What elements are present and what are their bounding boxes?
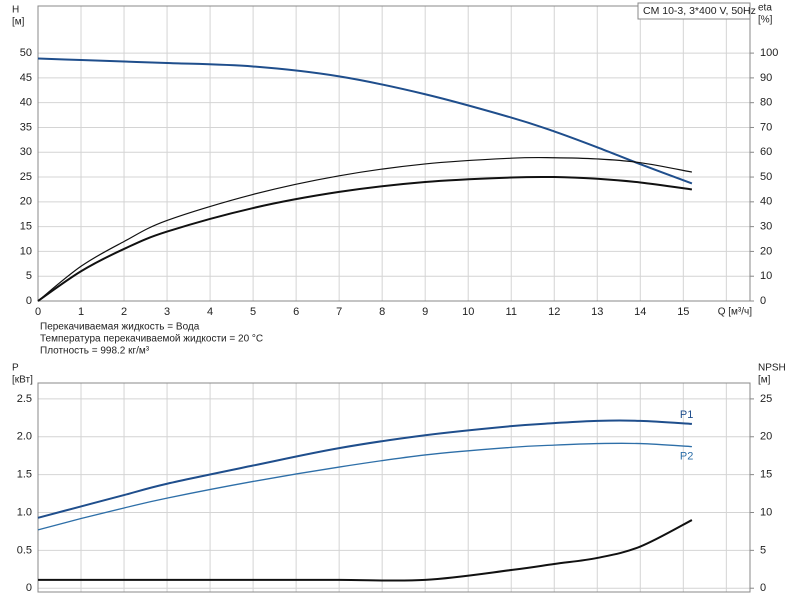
y2-tick-label: 0: [760, 582, 766, 594]
y2-tick-label: 50: [760, 171, 772, 183]
x-tick-label: 4: [207, 306, 213, 318]
title-box: [637, 2, 751, 20]
y2-tick-label: 100: [760, 47, 778, 59]
x-tick-label: 0: [35, 306, 41, 318]
series-label: P2: [680, 451, 693, 463]
x-tick-label: 7: [336, 306, 342, 318]
curve: [37, 419, 692, 519]
x-tick-label: 9: [422, 306, 428, 318]
plot-frame: [37, 5, 751, 302]
x-tick-label: 12: [548, 306, 560, 318]
y-tick-label: 0.5: [17, 544, 32, 556]
series-label: P1: [680, 409, 693, 421]
y-tick-label: 15: [20, 221, 32, 233]
plot-frame: [37, 382, 751, 593]
x-tick-label: 16: [720, 306, 732, 318]
y-tick-label: 45: [20, 72, 32, 84]
curve: [37, 442, 692, 531]
x-tick-label: 8: [379, 306, 385, 318]
x-tick-label: 15: [677, 306, 689, 318]
y-tick-label: 5: [26, 270, 32, 282]
x-tick-label: 13: [591, 306, 603, 318]
y-tick-label: 35: [20, 121, 32, 133]
y2-tick-label: 70: [760, 121, 772, 133]
annotation: Температура перекачиваемой жидкости = 20…: [40, 334, 263, 345]
y-tick-label: 2.5: [17, 393, 32, 405]
x-tick-label: 11: [506, 306, 517, 318]
curve: [37, 175, 693, 302]
y-tick-label: 1.0: [17, 506, 32, 518]
y-axis-label: [м]: [12, 17, 25, 28]
x-tick-label: 10: [462, 306, 474, 318]
y-tick-label: 0: [26, 295, 32, 307]
y-axis-label: P: [12, 363, 19, 374]
y2-tick-label: 60: [760, 146, 772, 158]
y-tick-label: 2.0: [17, 431, 32, 443]
y2-axis-label: NPSH: [758, 363, 786, 374]
x-tick-label: 2: [121, 306, 127, 318]
y-axis-label: H: [12, 5, 19, 16]
annotation: Плотность = 998.2 кг/м³: [40, 346, 150, 357]
y-tick-label: 40: [20, 97, 32, 109]
y-tick-label: 1.5: [17, 469, 32, 481]
y2-tick-label: 40: [760, 196, 772, 208]
y2-tick-label: 20: [760, 431, 772, 443]
x-tick-label: 14: [634, 306, 646, 318]
y2-tick-label: 25: [760, 393, 772, 405]
y2-tick-label: 5: [760, 544, 766, 556]
y2-tick-label: 90: [760, 72, 772, 84]
x-tick-label: 3: [164, 306, 170, 318]
annotation: Перекачиваемая жидкость = Вода: [40, 322, 200, 333]
y2-tick-label: 20: [760, 245, 772, 257]
curve: [37, 156, 693, 302]
y2-axis-label: [м]: [758, 375, 771, 386]
y2-axis-label: eta: [758, 3, 772, 14]
y2-tick-label: 10: [760, 270, 772, 282]
y-tick-label: 30: [20, 146, 32, 158]
y2-tick-label: 0: [760, 295, 766, 307]
y2-axis-label: [%]: [758, 15, 773, 26]
y2-tick-label: 80: [760, 97, 772, 109]
curve: [37, 57, 693, 185]
y2-tick-label: 15: [760, 469, 772, 481]
x-tick-label: 6: [293, 306, 299, 318]
x-tick-label: 5: [250, 306, 256, 318]
y-tick-label: 20: [20, 196, 32, 208]
y-tick-label: 50: [20, 47, 32, 59]
y-tick-label: 10: [20, 245, 32, 257]
chart-title: CM 10-3, 3*400 V, 50Hz: [643, 5, 756, 17]
y-axis-label: [кВт]: [12, 375, 33, 386]
x-axis-label: Q [м³/ч]: [718, 307, 753, 318]
y-tick-label: 0: [26, 582, 32, 594]
y2-tick-label: 30: [760, 221, 772, 233]
y-tick-label: 25: [20, 171, 32, 183]
curve: [37, 519, 693, 582]
y2-tick-label: 10: [760, 506, 772, 518]
x-tick-label: 1: [78, 306, 84, 318]
